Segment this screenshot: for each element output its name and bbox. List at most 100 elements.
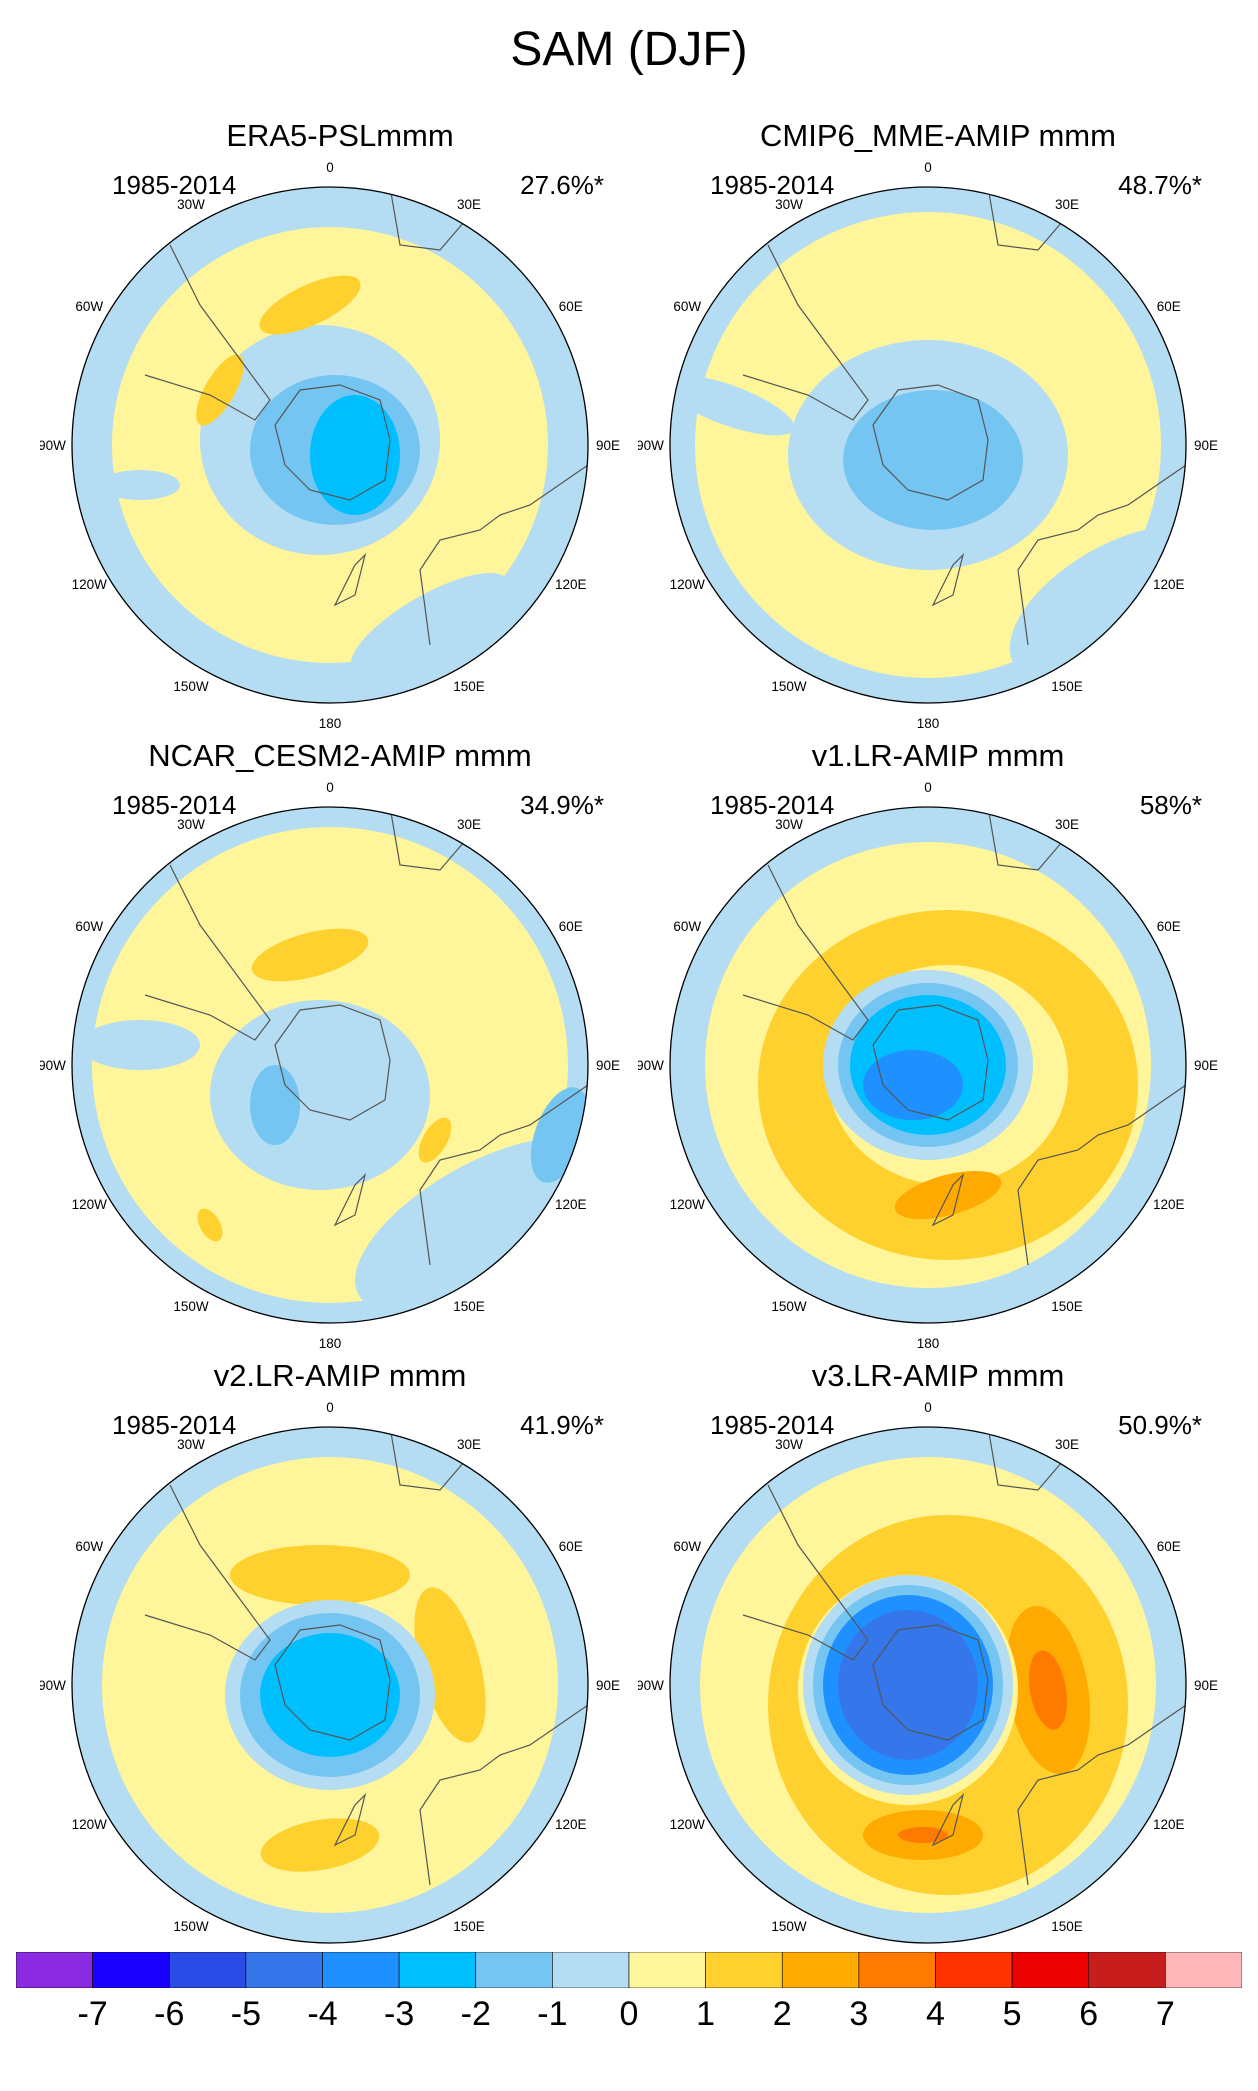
- longitude-label: 150E: [1051, 679, 1083, 694]
- longitude-label: 90E: [1194, 1678, 1218, 1693]
- contour-region: [843, 390, 1023, 530]
- contour-region: [100, 470, 180, 500]
- colorbar-swatch: [858, 1952, 936, 1988]
- colorbar-labels: -7 -6 -5 -4 -3 -2 -1 0 1 2 3 4 5 6 7: [16, 1995, 1242, 2045]
- map-panel: 0 30E 60E 90E 120E 150E 180 150W 120W 90W 60W 30W CM…: [638, 118, 1238, 738]
- contour-region: [310, 395, 400, 515]
- longitude-label: 30W: [775, 197, 803, 212]
- map-panel: 0 30E 60E 90E 120E 150E 180 150W 120W 90W 60W 30W ER…: [40, 118, 640, 738]
- australia-coastline: [419, 464, 588, 646]
- explained-variance-label: 50.9%*: [1118, 1410, 1202, 1440]
- longitude-label: 150E: [453, 1919, 485, 1934]
- colorbar-tick-label: -5: [230, 1995, 261, 2033]
- colorbar-tick-label: -6: [154, 1995, 185, 2033]
- antarctica-coastline: [872, 1624, 989, 1741]
- explained-variance-label: 58%*: [1139, 790, 1202, 820]
- colorbar-swatch: [1165, 1952, 1242, 1988]
- longitude-label: 60W: [673, 919, 701, 934]
- longitude-label: 0: [924, 160, 932, 175]
- new-zealand-coastline: [931, 1173, 965, 1227]
- panel-title: v2.LR-AMIP mmm: [213, 1358, 467, 1393]
- longitude-label: 90W: [638, 1058, 664, 1073]
- longitude-label: 90W: [40, 1058, 66, 1073]
- contour-region: [230, 1545, 410, 1605]
- south-america-coastline: [742, 244, 869, 421]
- period-label: 1985-2014: [710, 790, 835, 820]
- contour-region: [670, 374, 795, 436]
- colorbar-swatch: [781, 1952, 860, 1988]
- longitude-label: 60W: [673, 1539, 701, 1554]
- africa-coastline: [987, 807, 1069, 871]
- longitude-label: 180: [917, 1336, 940, 1351]
- contour-region: [418, 1117, 452, 1163]
- longitude-label: 150E: [1051, 1919, 1083, 1934]
- period-label: 1985-2014: [112, 1410, 237, 1440]
- contour-region: [196, 354, 244, 426]
- longitude-label: 150W: [173, 1919, 209, 1934]
- contour-region: [80, 1020, 200, 1070]
- colorbar-swatch: [398, 1952, 477, 1988]
- south-america-coastline: [144, 864, 271, 1041]
- period-label: 1985-2014: [710, 1410, 835, 1440]
- longitude-label: 30E: [1055, 1437, 1079, 1452]
- longitude-label: 30E: [457, 1437, 481, 1452]
- colorbar-swatch: [1088, 1952, 1166, 1988]
- longitude-label: 60E: [559, 1539, 583, 1554]
- longitude-label: 150W: [173, 1299, 209, 1314]
- panel-title: CMIP6_MME-AMIP mmm: [760, 118, 1116, 153]
- new-zealand-coastline: [333, 1173, 367, 1227]
- antarctica-coastline: [274, 1624, 391, 1741]
- longitude-label: 0: [924, 1400, 932, 1415]
- africa-coastline: [389, 1427, 471, 1491]
- colorbar-tick-label: -1: [537, 1995, 568, 2033]
- explained-variance-label: 41.9%*: [520, 1410, 604, 1440]
- map-panel: 0 30E 60E 90E 120E 150E 180 150W 120W 90W 60W 30W NC…: [40, 738, 640, 1358]
- longitude-label: 60W: [75, 919, 103, 934]
- longitude-label: 180: [319, 716, 342, 731]
- longitude-label: 60E: [1157, 919, 1181, 934]
- contour-region: [250, 1065, 300, 1145]
- south-america-coastline: [144, 1484, 271, 1661]
- africa-coastline: [987, 187, 1069, 251]
- colorbar-swatch: [92, 1952, 170, 1988]
- australia-coastline: [419, 1704, 588, 1886]
- map-panel: 030E60E90E120E150E180150W120W90W60W30Wv2…: [40, 1358, 640, 1978]
- longitude-label: 30E: [457, 197, 481, 212]
- contour-region: [838, 1610, 978, 1760]
- contour-region: [1028, 1650, 1068, 1730]
- longitude-label: 150W: [173, 679, 209, 694]
- new-zealand-coastline: [931, 1793, 965, 1847]
- map-border: [71, 1426, 589, 1944]
- colorbar-swatch: [935, 1952, 1013, 1988]
- longitude-label: 90W: [638, 438, 664, 453]
- panel-title: v3.LR-AMIP mmm: [811, 1358, 1065, 1393]
- longitude-label: 90E: [596, 1678, 620, 1693]
- longitude-label: 60W: [673, 299, 701, 314]
- longitude-label: 150E: [453, 1299, 485, 1314]
- longitude-label: 30W: [775, 817, 803, 832]
- panel-title: NCAR_CESM2-AMIP mmm: [148, 738, 532, 773]
- colorbar-swatch: [475, 1952, 553, 1988]
- colorbar-tick-label: -2: [460, 1995, 491, 2033]
- longitude-label: 150W: [771, 1919, 807, 1934]
- antarctica-coastline: [274, 1004, 391, 1121]
- contour-region: [197, 1208, 223, 1242]
- longitude-label: 30W: [177, 197, 205, 212]
- explained-variance-label: 34.9%*: [520, 790, 604, 820]
- longitude-label: 150W: [771, 1299, 807, 1314]
- longitude-label: 0: [326, 160, 334, 175]
- longitude-label: 90E: [1194, 438, 1218, 453]
- longitude-label: 120E: [555, 1197, 587, 1212]
- australia-coastline: [419, 1084, 588, 1266]
- colorbar-swatch: [322, 1952, 400, 1988]
- longitude-label: 30E: [1055, 817, 1079, 832]
- longitude-label: 180: [319, 1336, 342, 1351]
- period-label: 1985-2014: [710, 170, 835, 200]
- africa-coastline: [987, 1427, 1069, 1491]
